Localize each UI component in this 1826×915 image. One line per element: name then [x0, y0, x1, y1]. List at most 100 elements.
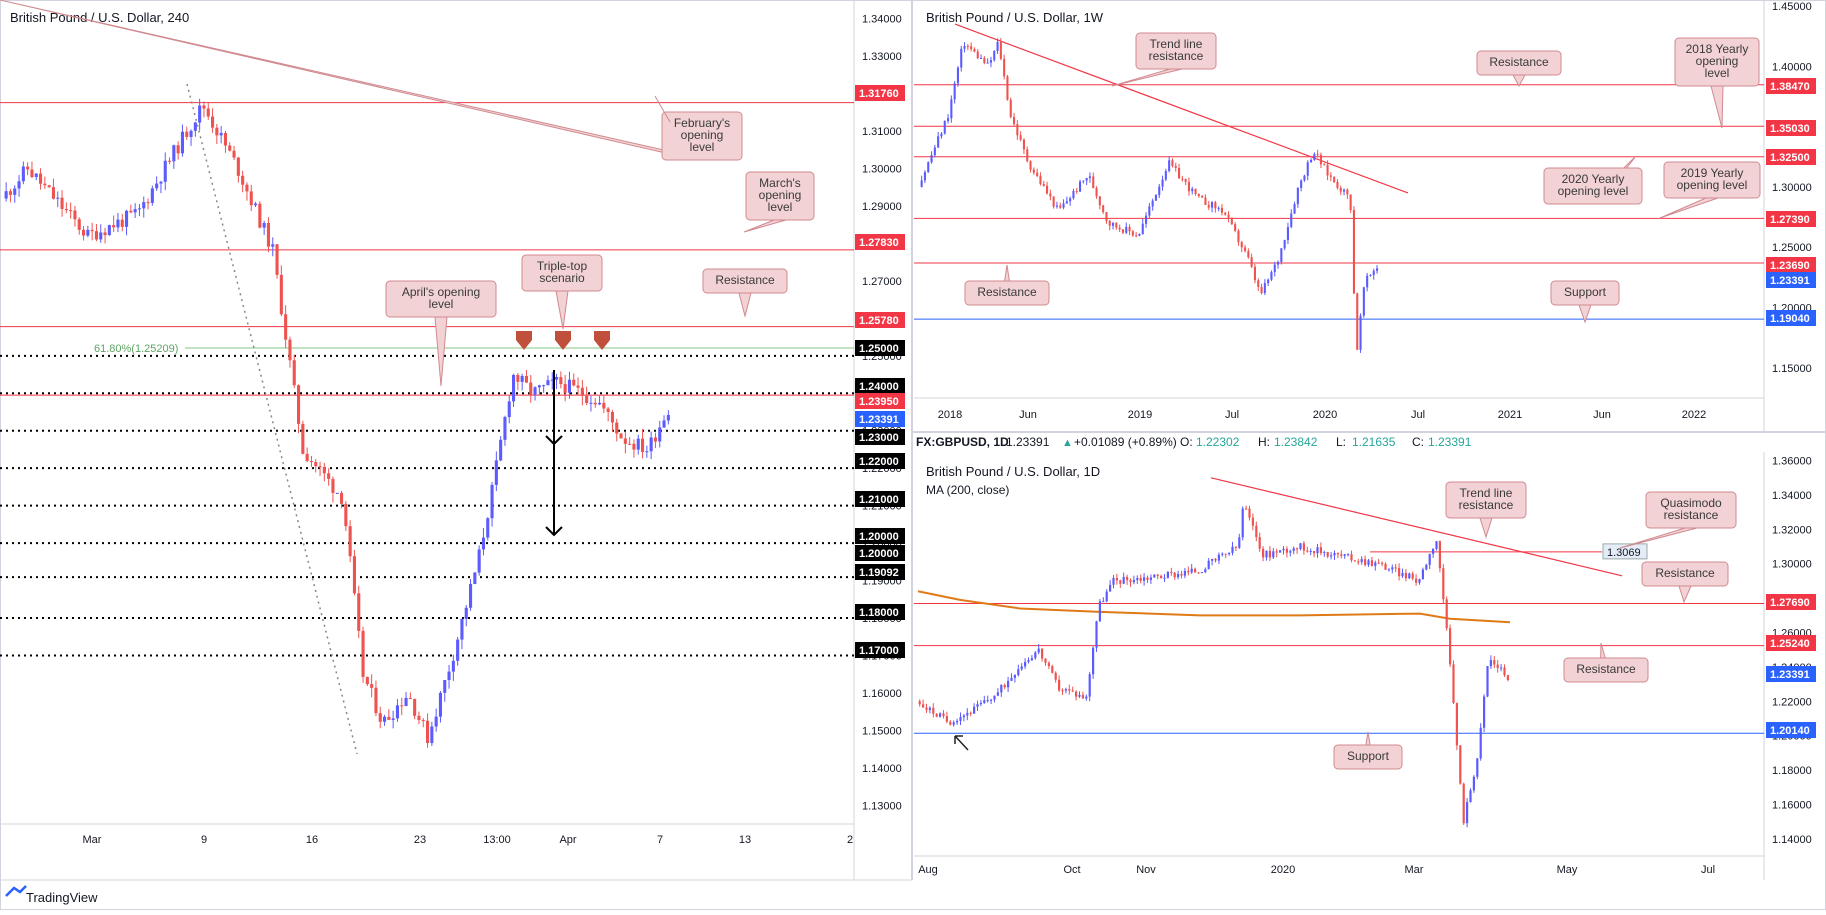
chart-subtitle: MA (200, close) [926, 483, 1009, 497]
candle-body [943, 121, 946, 134]
candle-body [1010, 677, 1013, 681]
candle-body [77, 219, 81, 230]
candle-body [1102, 205, 1105, 213]
candle-body [8, 191, 12, 195]
candle-body [1177, 573, 1180, 578]
ma-200-line [917, 590, 1511, 624]
candle-body [1092, 176, 1095, 189]
candle-body [1139, 578, 1142, 581]
callout-2019-text: opening level [1677, 178, 1748, 192]
candle-body [1432, 548, 1435, 554]
candle-body [1313, 550, 1316, 554]
candle-body [1343, 189, 1346, 192]
candle-body [219, 132, 223, 136]
candle-body [1244, 247, 1247, 251]
candle-body [1313, 154, 1316, 160]
candle-body [1129, 580, 1132, 583]
candle-body [1306, 550, 1309, 552]
candle-body [1310, 159, 1313, 163]
candle-body [434, 716, 438, 727]
candle-body [352, 556, 356, 594]
candle-body [1009, 99, 1012, 118]
candle-body [1184, 179, 1187, 182]
candle-body [1472, 776, 1475, 791]
candle-body [1289, 551, 1292, 553]
candle-body [1329, 175, 1332, 177]
callout-march-pointer [743, 219, 787, 233]
candle-body [443, 680, 447, 693]
candle-body [963, 46, 966, 49]
candle-body [962, 715, 965, 718]
candle-body [383, 716, 387, 722]
candle-body [986, 700, 989, 702]
candle-body [116, 219, 120, 228]
candle-body [976, 51, 979, 59]
candle-body [1024, 661, 1027, 667]
ohlc-label: O: [1180, 435, 1193, 449]
candle-body [1442, 568, 1445, 600]
callout-2018-text: 2018 Yearly [1686, 42, 1749, 56]
ohlc-value: 1.23391 [1428, 435, 1472, 449]
candle-body [1032, 169, 1035, 173]
candle-body [1046, 185, 1049, 194]
candle-body [47, 185, 51, 188]
candle-body [327, 473, 331, 479]
candle-body [1109, 584, 1112, 592]
y-tick-label: 1.27000 [862, 276, 902, 288]
price-tag [1766, 635, 1816, 651]
candle-body [580, 387, 584, 396]
candle-body [481, 537, 485, 550]
triple-top-marker-icon [594, 331, 610, 350]
candle-body [1156, 574, 1159, 576]
callout-trendline-box [1135, 32, 1217, 70]
candle-body [645, 451, 649, 453]
price-tag-label: 1.23391 [859, 414, 899, 426]
candle-body [1211, 202, 1214, 208]
x-tick-label: 23 [414, 834, 426, 846]
candle-body [1047, 662, 1050, 667]
price-tag-label: 1.21000 [859, 494, 899, 506]
candle-body [1069, 198, 1072, 202]
ohlc-label: L: [1336, 435, 1346, 449]
price-tag [855, 545, 905, 561]
x-tick-label: Jun [1593, 409, 1611, 421]
candle-body [952, 722, 955, 725]
candle-body [1131, 231, 1134, 236]
x-tick-label: Apr [559, 834, 576, 846]
callout-resistance-top-pointer [1678, 585, 1692, 604]
candle-body [623, 438, 627, 444]
price-tag-label: 1.31760 [859, 88, 899, 100]
price-tag [855, 85, 905, 101]
candle-body [499, 439, 503, 461]
candle-body [1283, 240, 1286, 249]
price-tag-label: 1.20140 [1770, 725, 1810, 737]
candle-body [1065, 201, 1068, 204]
candle-body [1217, 207, 1220, 209]
candle-body [1282, 548, 1285, 551]
callout-resistance-top-pointer [1512, 74, 1526, 88]
candle-body [1132, 579, 1135, 583]
candle-body [567, 379, 571, 393]
candle-body [1121, 229, 1124, 233]
fib-label: 61.80%(1.25209) [94, 343, 178, 355]
candle-body [1353, 560, 1356, 562]
candle-body [993, 695, 996, 700]
candle-body [1003, 58, 1006, 77]
candle-body [1398, 568, 1401, 577]
candle-body [1039, 175, 1042, 184]
callout-resistance-left-text: Resistance [977, 285, 1037, 299]
candle-body [589, 402, 593, 404]
candle-body [1003, 685, 1006, 688]
candle-body [1366, 275, 1369, 288]
candle-body [4, 191, 8, 199]
candle-body [469, 583, 473, 608]
candle-body [983, 57, 986, 64]
candle-body [1359, 315, 1362, 350]
candle-body [1326, 164, 1329, 176]
candle-body [1263, 283, 1266, 294]
callout-quasimodo-box [1645, 491, 1737, 529]
x-tick-label: 2020 [1271, 864, 1295, 876]
tradingview-logo-text[interactable]: TradingView [26, 890, 98, 905]
candle-body [137, 208, 141, 210]
